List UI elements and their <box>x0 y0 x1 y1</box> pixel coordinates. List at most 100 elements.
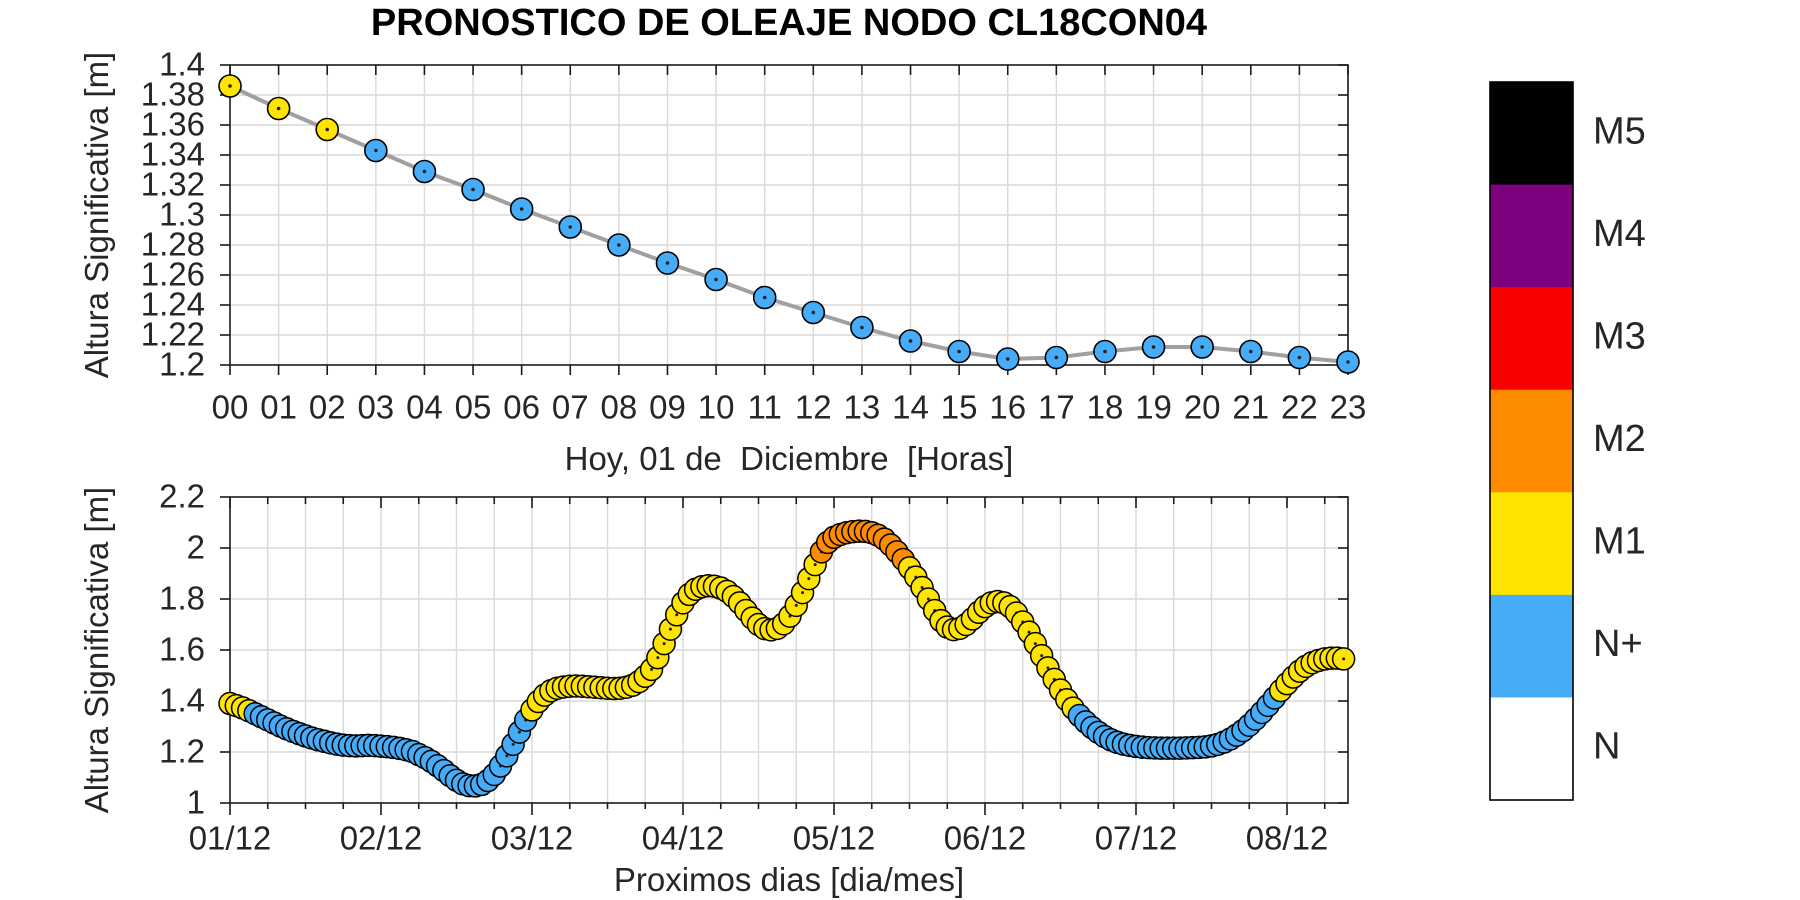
data-point-center-dot <box>1027 630 1031 634</box>
hour-tick-label: 00 <box>212 389 249 426</box>
data-point-center-dot <box>811 310 816 315</box>
hour-tick-label: 15 <box>941 389 978 426</box>
data-point-center-dot <box>276 106 281 111</box>
height-tick-label: 1.26 <box>141 256 205 293</box>
hour-tick-label: 21 <box>1232 389 1269 426</box>
figure-title: PRONOSTICO DE OLEAJE NODO CL18CON04 <box>370 2 1208 44</box>
hour-tick-label: 17 <box>1038 389 1075 426</box>
colorbar-legend: M5 M4 M3 M2 M1 N+ N <box>1489 81 1646 801</box>
hour-tick-label: 22 <box>1281 389 1318 426</box>
hour-tick-label: 04 <box>406 389 443 426</box>
data-point-center-dot <box>422 169 427 174</box>
data-point-center-dot <box>662 642 666 646</box>
data-point-center-dot <box>1200 345 1204 349</box>
data-point-center-dot <box>1342 657 1346 661</box>
data-point-center-dot <box>1151 345 1156 349</box>
legend-label-N: N <box>1593 726 1620 768</box>
daily-chart-ticks <box>220 496 1348 815</box>
data-point-center-dot <box>1046 666 1050 670</box>
data-point-center-dot <box>1103 349 1107 354</box>
data-point-center-dot <box>650 667 654 671</box>
daily-chart: 01/12 02/12 03/12 04/12 05/12 06/12 07/12 08/12… <box>159 478 1356 857</box>
legend-swatch-N <box>1490 697 1573 801</box>
data-point-center-dot <box>325 127 330 132</box>
height-tick-label: 1.3 <box>159 196 205 233</box>
data-point-center-dot <box>1346 360 1350 364</box>
height-tick-label: 1.22 <box>141 316 205 353</box>
height-tick-label: 1.4 <box>159 682 205 719</box>
height-tick-label: 2.2 <box>159 478 205 515</box>
height-tick-label: 1.28 <box>141 226 205 263</box>
hourly-series-points <box>218 74 1360 374</box>
height-tick-label: 1.24 <box>141 286 205 323</box>
data-point-center-dot <box>1005 357 1010 361</box>
data-point-center-dot <box>908 339 913 343</box>
legend-label-M2: M2 <box>1593 418 1646 460</box>
data-point-center-dot <box>762 295 767 300</box>
legend-swatch-M5 <box>1490 82 1573 186</box>
hour-tick-label: 09 <box>649 389 686 426</box>
bottom-chart-xlabel: Proximos dias [dia/mes] <box>613 861 965 898</box>
data-point-center-dot <box>920 586 924 590</box>
hour-tick-label: 02 <box>309 389 346 426</box>
date-tick-label: 01/12 <box>189 820 272 857</box>
legend-swatch-M1 <box>1490 492 1573 596</box>
legend-swatch-M3 <box>1490 287 1573 391</box>
height-tick-label: 1.2 <box>159 346 205 383</box>
data-point-center-dot <box>505 754 509 758</box>
hour-tick-label: 23 <box>1330 389 1367 426</box>
data-point-center-dot <box>675 613 679 617</box>
data-point-center-dot <box>511 742 515 746</box>
hour-tick-label: 16 <box>989 389 1026 426</box>
hourly-chart: 00 01 02 03 04 05 06 07 08 09 10 11 12 13 14 15 16 17 18 19… <box>141 46 1367 426</box>
hourly-chart-grid <box>230 65 1349 365</box>
data-point-center-dot <box>471 187 475 192</box>
date-tick-label: 05/12 <box>793 820 876 857</box>
data-point-center-dot <box>714 277 718 282</box>
height-tick-label: 1.36 <box>141 106 205 143</box>
data-point-center-dot <box>617 243 621 247</box>
hour-tick-label: 11 <box>748 389 782 426</box>
data-point-center-dot <box>807 577 811 581</box>
hour-tick-label: 07 <box>552 389 589 426</box>
top-chart-xlabel: Hoy, 01 de Diciembre [Horas] <box>564 440 1014 477</box>
height-tick-label: 1.32 <box>141 166 205 203</box>
height-tick-label: 1.38 <box>141 76 205 113</box>
legend-label-M5: M5 <box>1593 110 1646 152</box>
height-tick-label: 1.2 <box>159 733 205 770</box>
data-point-center-dot <box>794 603 798 607</box>
hourly-series-line <box>229 84 1349 364</box>
date-tick-label: 04/12 <box>642 820 725 857</box>
hour-tick-label: 08 <box>601 389 638 426</box>
data-point-center-dot <box>1040 654 1044 658</box>
date-tick-label: 02/12 <box>340 820 423 857</box>
data-point-center-dot <box>1297 355 1302 360</box>
height-tick-label: 1.4 <box>159 46 205 83</box>
data-point-center-dot <box>374 148 378 153</box>
hour-tick-label: 14 <box>892 389 929 426</box>
legend-swatch-M2 <box>1490 389 1573 493</box>
hour-tick-label: 12 <box>795 389 832 426</box>
data-point-center-dot <box>568 225 573 229</box>
data-point-center-dot <box>1248 349 1253 354</box>
data-point-center-dot <box>813 563 817 567</box>
hourly-chart-ticks <box>220 64 1349 375</box>
legend-label-M4: M4 <box>1593 213 1646 255</box>
data-point-center-dot <box>228 84 232 88</box>
data-point-center-dot <box>801 591 805 595</box>
legend-label-N+: N+ <box>1593 623 1643 665</box>
hour-tick-label: 06 <box>503 389 540 426</box>
data-point-center-dot <box>665 261 670 265</box>
hour-tick-label: 18 <box>1087 389 1124 426</box>
height-tick-label: 1.34 <box>141 136 205 173</box>
data-point-center-dot <box>957 349 961 354</box>
data-point-center-dot <box>519 207 524 211</box>
data-point-center-dot <box>1033 642 1037 646</box>
daily-series-points <box>218 519 1356 798</box>
data-point-center-dot <box>860 325 864 330</box>
legend-label-M3: M3 <box>1593 315 1646 357</box>
hour-tick-label: 01 <box>260 389 297 426</box>
data-point-center-dot <box>656 656 660 660</box>
date-tick-label: 06/12 <box>944 820 1027 857</box>
